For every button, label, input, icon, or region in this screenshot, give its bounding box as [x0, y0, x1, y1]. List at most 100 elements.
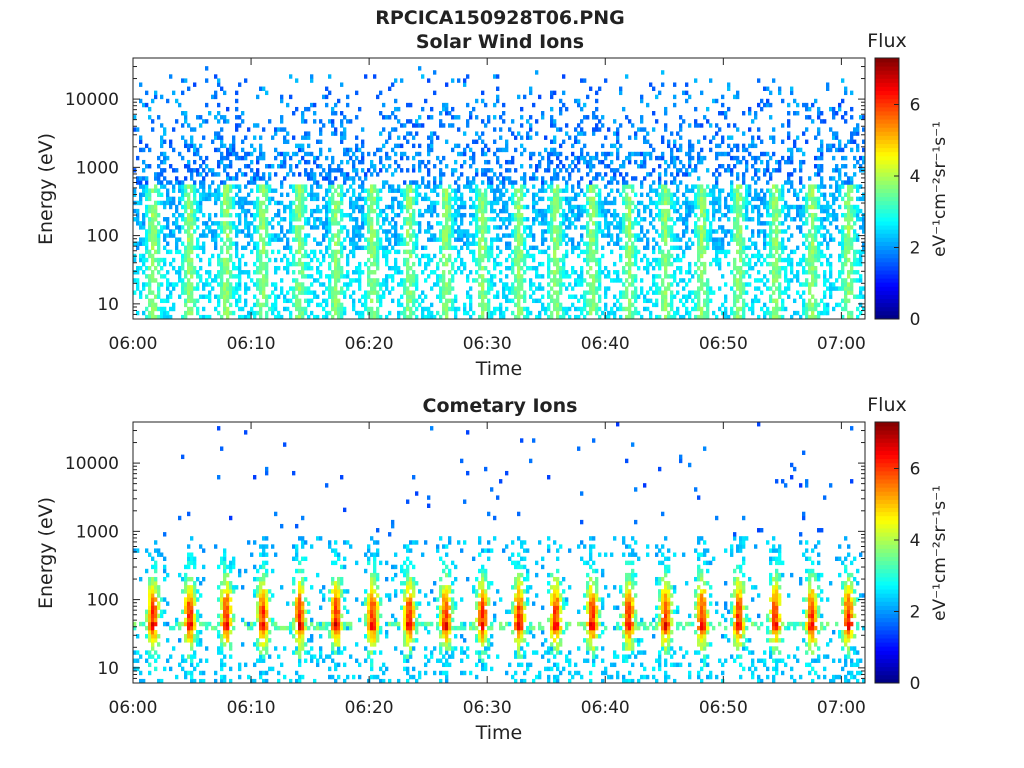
spectrogram-cell	[616, 298, 620, 304]
spectrogram-cell	[592, 249, 596, 255]
spectrogram-cell	[538, 261, 542, 267]
spectrogram-cell	[706, 106, 710, 112]
spectrogram-cell	[700, 225, 704, 230]
spectrogram-cell	[646, 306, 650, 312]
spectrogram-cell	[679, 270, 683, 275]
spectrogram-cell	[766, 233, 770, 238]
spectrogram-cell	[223, 90, 227, 96]
spectrogram-cell	[250, 310, 254, 316]
spectrogram-cell	[370, 245, 374, 251]
spectrogram-cell	[184, 229, 188, 234]
spectrogram-cell	[187, 290, 191, 295]
spectrogram-cell	[673, 274, 677, 279]
spectrogram-cell	[298, 302, 302, 308]
spectrogram-cell	[262, 86, 266, 91]
spectrogram-cell	[253, 241, 257, 246]
spectrogram-cell	[295, 188, 299, 193]
spectrogram-cell	[157, 270, 161, 275]
spectrogram-cell	[724, 282, 728, 287]
spectrogram-cell	[409, 274, 413, 279]
spectrogram-cell	[523, 241, 527, 246]
spectrogram-cell	[475, 184, 479, 189]
spectrogram-cell	[631, 188, 635, 193]
spectrogram-cell	[598, 270, 602, 275]
spectrogram-cell	[745, 200, 749, 206]
spectrogram-cell	[313, 192, 317, 198]
spectrogram-cell	[574, 196, 578, 202]
spectrogram-cell	[700, 261, 704, 267]
spectrogram-cell	[196, 282, 200, 287]
spectrogram-cell	[595, 212, 599, 218]
spectrogram-cell	[751, 208, 755, 214]
spectrogram-cell	[418, 151, 422, 157]
spectrogram-cell	[301, 310, 305, 316]
spectrogram-cell	[589, 164, 593, 169]
spectrogram-cell	[331, 106, 335, 112]
spectrogram-cell	[163, 237, 167, 242]
spectrogram-cell	[304, 265, 308, 271]
spectrogram-cell	[541, 217, 545, 222]
spectrogram-cell	[769, 192, 773, 198]
spectrogram-cell	[715, 155, 719, 161]
spectrogram-cell	[685, 294, 689, 299]
spectrogram-cell	[631, 233, 635, 238]
spectrogram-cell	[571, 208, 575, 214]
spectrogram-cell	[145, 257, 149, 263]
spectrogram-cell	[532, 204, 536, 210]
spectrogram-cell	[367, 151, 371, 157]
spectrogram-cell	[340, 270, 344, 275]
spectrogram-cell	[262, 302, 266, 308]
spectrogram-cell	[337, 306, 341, 312]
spectrogram-cell	[496, 253, 500, 259]
spectrogram-cell	[664, 208, 668, 214]
spectrogram-cell	[259, 278, 263, 283]
spectrogram-cell	[640, 257, 644, 263]
spectrogram-cell	[229, 221, 233, 226]
spectrogram-cell	[652, 249, 656, 255]
spectrogram-cell	[664, 196, 668, 202]
spectrogram-cell	[238, 200, 242, 206]
spectrogram-cell	[646, 172, 650, 177]
spectrogram-cell	[775, 278, 779, 283]
spectrogram-cell	[349, 176, 353, 181]
spectrogram-cell	[682, 192, 686, 198]
spectrogram-cell	[229, 204, 233, 210]
spectrogram-cell	[556, 265, 560, 271]
spectrogram-cell	[259, 290, 263, 295]
spectrogram-cell	[493, 200, 497, 206]
spectrogram-cell	[139, 225, 143, 230]
spectrogram-cell	[214, 131, 218, 136]
spectrogram-cell	[487, 298, 491, 304]
spectrogram-cell	[739, 212, 743, 218]
spectrogram-cell	[730, 229, 734, 234]
spectrogram-cell	[706, 217, 710, 222]
spectrogram-cell	[328, 208, 332, 214]
spectrogram-cell	[727, 217, 731, 222]
spectrogram-cell	[484, 229, 488, 234]
spectrogram-cell	[661, 294, 665, 299]
spectrogram-cell	[502, 102, 506, 108]
spectrogram-cell	[172, 221, 176, 226]
spectrogram-cell	[193, 208, 197, 214]
spectrogram-cell	[769, 204, 773, 210]
spectrogram-cell	[748, 127, 752, 132]
spectrogram-cell	[244, 208, 248, 214]
spectrogram-cell	[628, 274, 632, 279]
spectrogram-cell	[292, 208, 296, 214]
spectrogram-cell	[304, 119, 308, 124]
spectrogram-cell	[391, 172, 395, 177]
spectrogram-cell	[745, 147, 749, 153]
spectrogram-cell	[238, 229, 242, 234]
spectrogram-cell	[340, 131, 344, 136]
spectrogram-cell	[739, 306, 743, 312]
spectrogram-cell	[499, 147, 503, 153]
spectrogram-cell	[403, 278, 407, 283]
spectrogram-cell	[406, 261, 410, 267]
spectrogram-cell	[562, 253, 566, 259]
spectrogram-cell	[412, 245, 416, 251]
spectrogram-cell	[499, 135, 503, 140]
spectrogram-cell	[493, 274, 497, 279]
spectrogram-cell	[562, 74, 566, 79]
spectrogram-cell	[544, 188, 548, 193]
spectrogram-cell	[223, 261, 227, 267]
